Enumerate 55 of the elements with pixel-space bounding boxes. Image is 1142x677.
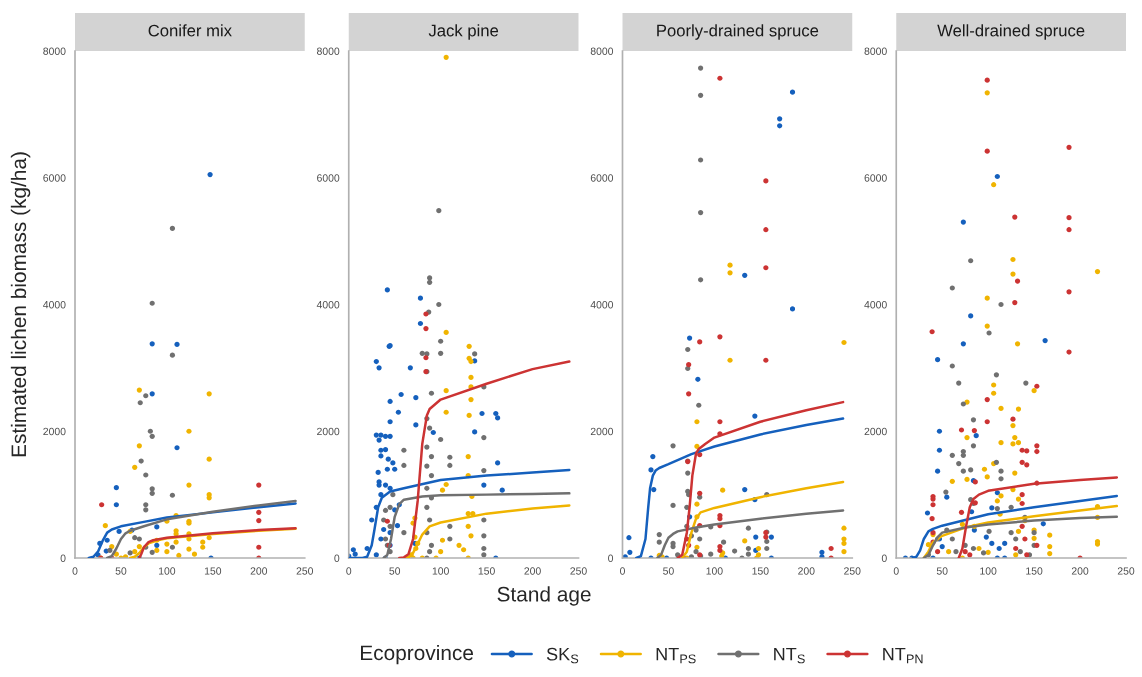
legend-label: NT$_{S}$ [774,647,805,664]
y-tick-label: 6000 [317,174,340,182]
x-tick-label: 150 [204,567,222,575]
y-tick-label: 2000 [317,427,340,436]
x-tick-label: 50 [115,567,127,575]
x-tick-label: 100 [432,567,449,575]
y-tick-label: 4000 [316,301,340,309]
x-tick-label: 200 [524,567,541,575]
x-tick-label: 250 [296,567,314,575]
x-tick-label: 0 [72,567,78,575]
x-tick-label: 150 [478,567,495,575]
x-tick-label: 250 [1117,567,1135,575]
x-tick-label: 250 [570,567,587,575]
legend-title: Ecoprovince [361,644,474,665]
chart-title: Well-drained spruce [937,24,1085,40]
x-tick-label: 0 [893,567,899,575]
y-axis-title: Estimated lichen biomass (kg/ha) [10,152,31,457]
y-tick-label: 8000 [590,47,614,55]
legend-label: NT$_{PN}$ [883,647,923,664]
chart-title: Poorly-drained spruce [657,24,819,40]
y-tick-label: 0 [60,554,66,562]
x-tick-label: 100 [159,567,176,575]
y-tick-label: 0 [881,554,887,562]
chart-title: Jack pine [428,24,499,40]
x-axis-title: Stand age [497,586,591,606]
x-tick-label: 200 [250,567,268,575]
y-tick-label: 8000 [864,47,887,55]
y-tick-label: 4000 [590,301,614,309]
y-tick-label: 8000 [317,47,340,55]
x-tick-label: 200 [798,567,815,575]
y-tick-label: 4000 [43,301,66,309]
x-tick-label: 0 [346,567,352,575]
x-tick-label: 100 [980,567,997,575]
x-tick-label: 250 [844,567,861,575]
x-tick-label: 150 [1026,567,1043,575]
y-tick-label: 2000 [864,427,887,436]
y-tick-label: 2000 [43,427,66,436]
x-tick-label: 150 [752,567,769,575]
y-tick-label: 6000 [590,174,614,182]
y-tick-label: 2000 [590,427,614,436]
x-tick-label: 0 [620,567,625,575]
x-tick-label: 50 [936,567,948,575]
y-tick-label: 0 [334,554,340,562]
x-tick-label: 200 [1071,567,1089,575]
x-tick-label: 50 [389,567,401,575]
y-tick-label: 6000 [864,174,887,182]
x-tick-label: 100 [706,567,723,575]
legend-label: NT$_{PS}$ [656,647,696,664]
y-tick-label: 0 [608,554,614,562]
y-tick-label: 4000 [864,301,887,309]
y-tick-label: 6000 [43,174,66,182]
x-tick-label: 50 [663,567,674,575]
legend-label: SK$_{S}$ [546,647,579,664]
chart-title: Conifer mix [148,24,232,37]
y-tick-label: 8000 [43,47,66,55]
